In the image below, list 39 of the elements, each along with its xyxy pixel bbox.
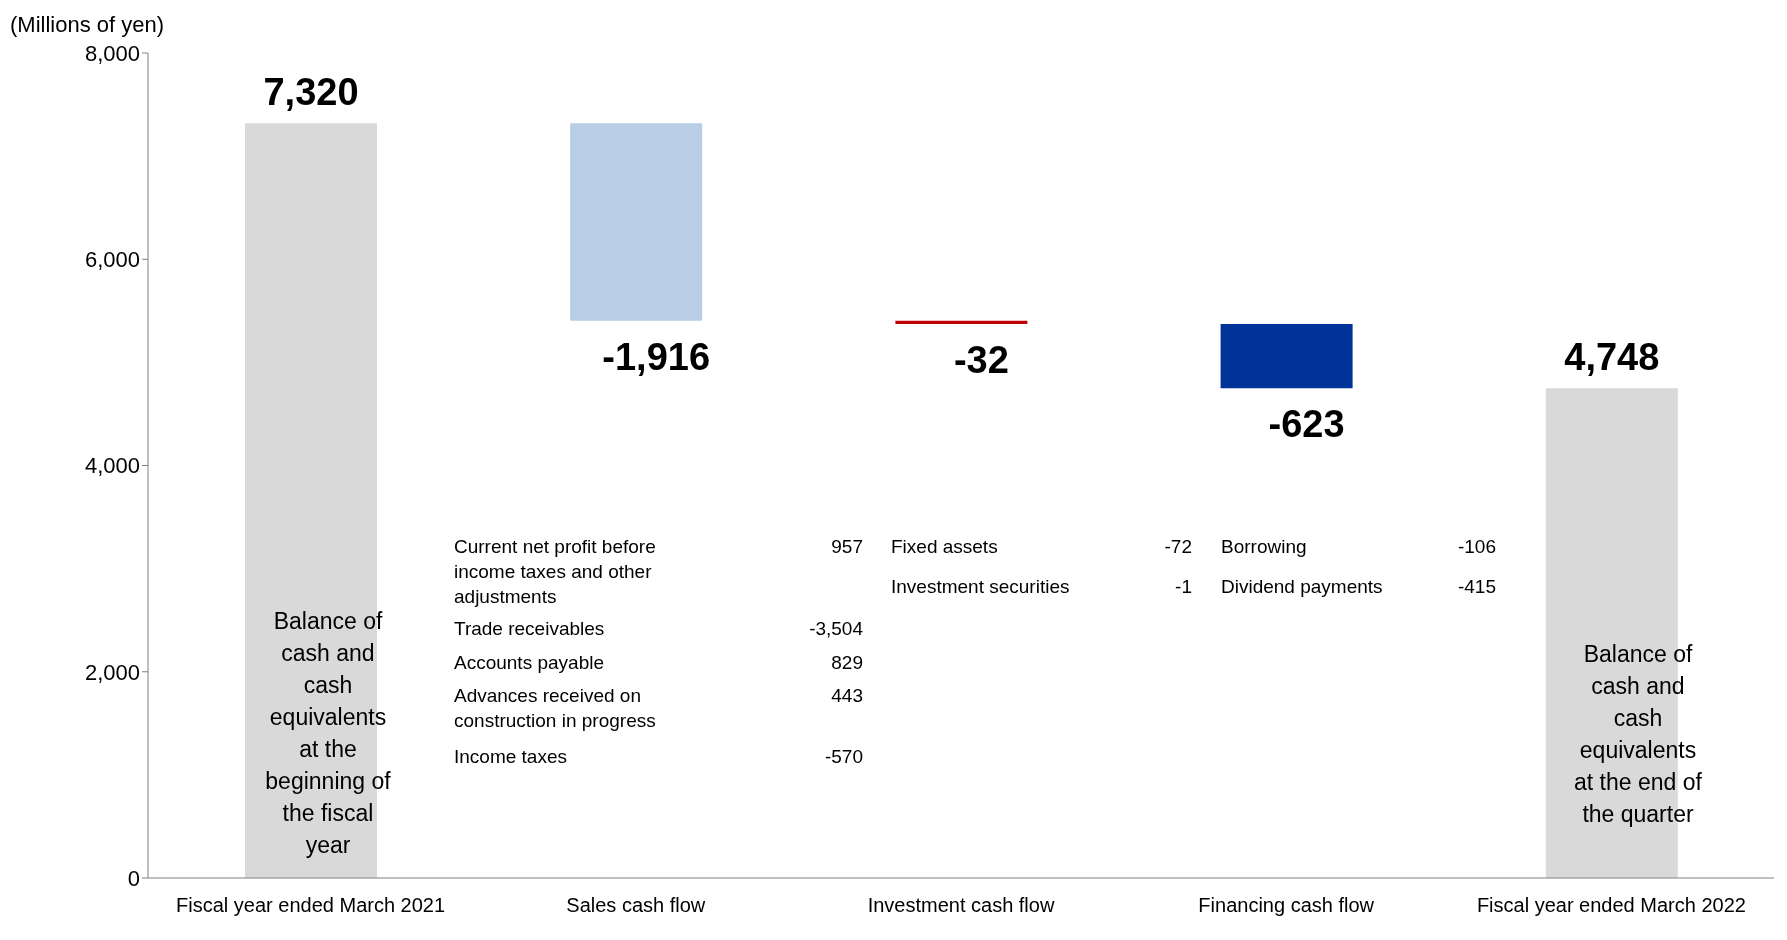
- annotation: Balance of cash and cash equivalents at the beginning of the fiscal year: [264, 606, 392, 860]
- annotation: 829: [830, 651, 863, 676]
- x-tick-label: Fiscal year ended March 2022: [1476, 894, 1746, 917]
- y-axis-title: (Millions of yen): [10, 12, 165, 38]
- annotation: Balance of cash and cash equivalents at the end of the quarter: [1573, 639, 1703, 829]
- y-tick-label: 6,000: [84, 247, 140, 273]
- annotation: Advances received on construction in progress: [454, 684, 657, 734]
- x-tick-label: Sales cash flow: [566, 894, 706, 917]
- x-tick-label: Investment cash flow: [867, 894, 1055, 917]
- data-label: 7,320: [263, 71, 359, 114]
- annotation: Fixed assets: [891, 534, 999, 559]
- y-tick-label: 4,000: [84, 453, 140, 479]
- annotation: Current net profit before income taxes and other adjustments: [454, 534, 657, 609]
- y-tick-label: 8,000: [84, 40, 140, 66]
- annotation: -1: [1175, 575, 1192, 597]
- annotation: Dividend payments: [1221, 575, 1383, 597]
- data-label: -32: [953, 339, 1009, 382]
- annotation: Income taxes: [454, 744, 568, 769]
- annotation: Accounts payable: [454, 651, 605, 676]
- annotation: 443: [830, 684, 863, 709]
- annotation: Investment securities: [891, 574, 1071, 599]
- bar: [895, 320, 1028, 325]
- data-label: 4,748: [1564, 336, 1660, 379]
- annotation: -570: [823, 744, 863, 769]
- y-tick-label: 2,000: [84, 659, 140, 685]
- annotation: 957: [830, 534, 863, 559]
- bar: [570, 123, 703, 321]
- annotation: -106: [1456, 534, 1496, 559]
- y-tick-label: 0: [127, 865, 140, 891]
- annotation: Trade receivables: [454, 617, 606, 642]
- annotation: -72: [1163, 534, 1192, 559]
- data-label: -1,916: [602, 335, 711, 378]
- data-label: -623: [1268, 403, 1345, 446]
- annotation: -415: [1457, 575, 1496, 597]
- x-tick-label: Fiscal year ended March 2021: [176, 894, 446, 917]
- annotation: -3,504: [808, 617, 863, 642]
- bar: [1220, 324, 1353, 389]
- x-tick-label: Financing cash flow: [1198, 894, 1375, 917]
- annotation: Borrowing: [1221, 535, 1307, 557]
